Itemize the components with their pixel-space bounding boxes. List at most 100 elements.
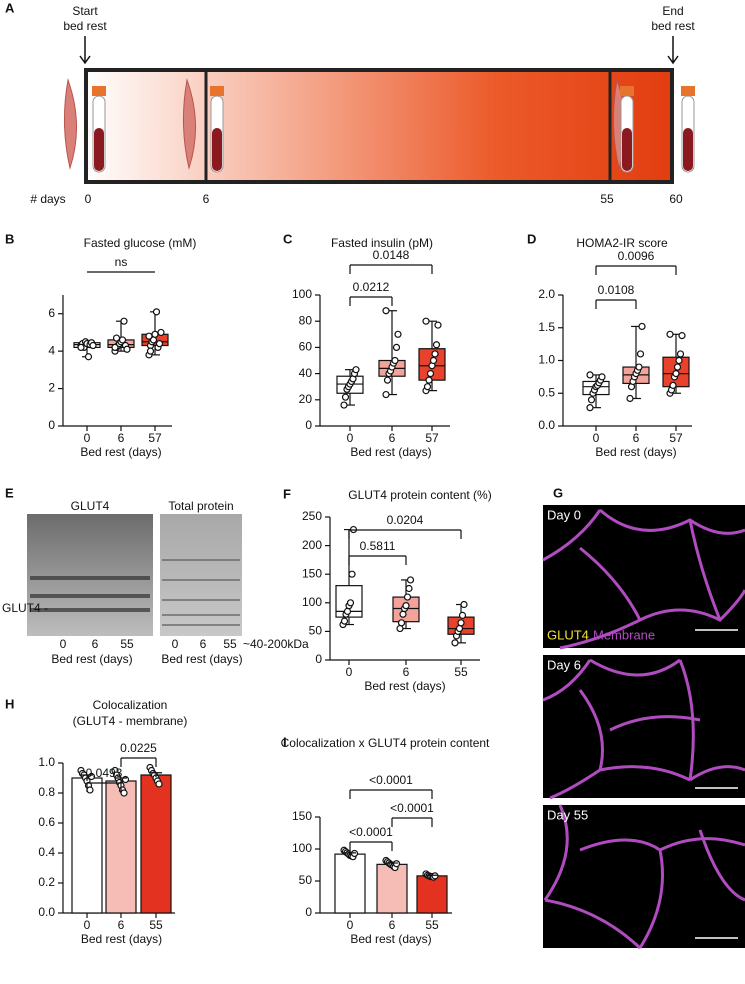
- panel-label: D: [527, 231, 536, 246]
- data-point: [669, 381, 677, 389]
- data-point: [391, 356, 399, 365]
- end-label: bed rest: [651, 19, 695, 33]
- data-point: [636, 350, 645, 358]
- data-point: [672, 370, 680, 378]
- data-point: [157, 328, 165, 337]
- p-value: 0.5811: [360, 539, 396, 553]
- p-value: 0.0096: [618, 249, 655, 263]
- data-point: [638, 322, 646, 331]
- y-tick-label: 0: [48, 418, 55, 432]
- error-bar: [150, 772, 162, 778]
- y-tick-label: 0.2: [38, 875, 55, 889]
- x-tick-label: 0: [84, 431, 91, 445]
- significance-bracket: [349, 264, 433, 274]
- lane-label: 55: [120, 637, 134, 651]
- bar: [71, 777, 103, 914]
- significance-bracket: [120, 757, 157, 767]
- western-blot: E GLUT4 Total protein GLUT4 - 0 6 55 0 6…: [2, 485, 309, 666]
- data-point: [382, 390, 390, 399]
- data-point: [455, 624, 464, 633]
- data-point: [405, 584, 413, 593]
- y-tick-label: 100: [302, 595, 322, 609]
- p-value: <0.0001: [349, 825, 393, 839]
- p-value: 0.0204: [387, 513, 424, 527]
- data-point: [460, 600, 468, 609]
- y-tick-label: 0: [305, 418, 312, 432]
- lane-label: 0: [60, 637, 67, 651]
- y-tick-label: 0.8: [38, 785, 55, 799]
- arrow: [79, 36, 679, 65]
- scale-bar: [695, 629, 738, 939]
- size-label: ~40-200kDa: [243, 637, 309, 651]
- y-tick-label: 2: [48, 381, 55, 395]
- p-value: 0.0493: [86, 766, 123, 780]
- data-point: [406, 576, 415, 584]
- x-axis-label: Bed rest (days): [364, 679, 445, 693]
- data-point: [146, 347, 155, 355]
- data-point: [340, 401, 348, 409]
- panel-label: A: [5, 0, 15, 15]
- y-tick-label: 200: [302, 538, 322, 552]
- panel-title: Day 0: [547, 507, 581, 522]
- data-point: [396, 624, 404, 633]
- x-tick-label: 55: [425, 918, 439, 932]
- p-value: <0.0001: [369, 773, 413, 787]
- bar: [140, 774, 172, 914]
- day-label: 55: [600, 192, 614, 206]
- significance-bracket: [595, 265, 677, 275]
- bar: [416, 875, 448, 914]
- panel-label: E: [5, 485, 14, 500]
- significance-bracket: [391, 817, 433, 827]
- panel-label: I: [283, 734, 287, 749]
- y-tick-label: 150: [292, 809, 312, 823]
- micrograph: [543, 655, 745, 798]
- panel-label: B: [5, 231, 14, 246]
- data-point: [383, 376, 392, 384]
- panel-label: G: [553, 485, 563, 500]
- x-tick-label: 0: [593, 431, 600, 445]
- data-point: [586, 371, 594, 379]
- y-tick-label: 0.0: [538, 418, 555, 432]
- data-point: [343, 607, 352, 615]
- panel-title: Day 6: [547, 657, 581, 672]
- y-tick-label: 60: [299, 340, 313, 354]
- x-tick-label: 57: [669, 431, 683, 445]
- data-point: [348, 570, 356, 578]
- x-axis-label: Bed rest (days): [595, 445, 676, 459]
- significance-bracket: [349, 789, 433, 799]
- band: [162, 559, 240, 626]
- panel-label: F: [283, 486, 291, 501]
- p-value: 0.0212: [353, 280, 390, 294]
- data-point: [346, 599, 355, 607]
- data-point: [423, 383, 432, 391]
- x-tick-label: 6: [403, 665, 410, 679]
- y-tick-label: 20: [299, 392, 313, 406]
- start-label: Start: [72, 4, 98, 18]
- chart-subtitle: (GLUT4 - membrane): [73, 714, 188, 728]
- y-tick-label: 0.0: [38, 905, 55, 919]
- data-point: [84, 353, 93, 361]
- y-tick-label: 0: [315, 652, 322, 666]
- divider: [204, 70, 612, 182]
- y-tick-label: 100: [292, 841, 312, 855]
- data-point: [429, 356, 438, 365]
- data-point: [399, 610, 407, 618]
- x-axis-label: Bed rest (days): [350, 932, 431, 946]
- data-point: [89, 341, 97, 350]
- data-point: [155, 340, 164, 348]
- y-tick-label: 1.0: [538, 353, 555, 367]
- timeline-bar: [84, 68, 674, 184]
- x-tick-label: 57: [425, 431, 439, 445]
- data-point: [675, 356, 683, 365]
- x-tick-label: 0: [346, 665, 353, 679]
- data-point: [598, 373, 606, 381]
- data-point: [120, 789, 128, 797]
- data-point: [431, 350, 439, 358]
- y-tick-label: 6: [48, 306, 55, 320]
- y-tick-label: 100: [292, 287, 312, 301]
- data-point: [402, 602, 410, 610]
- band: [30, 576, 150, 612]
- x-tick-label: 55: [149, 918, 163, 932]
- data-point: [451, 639, 459, 647]
